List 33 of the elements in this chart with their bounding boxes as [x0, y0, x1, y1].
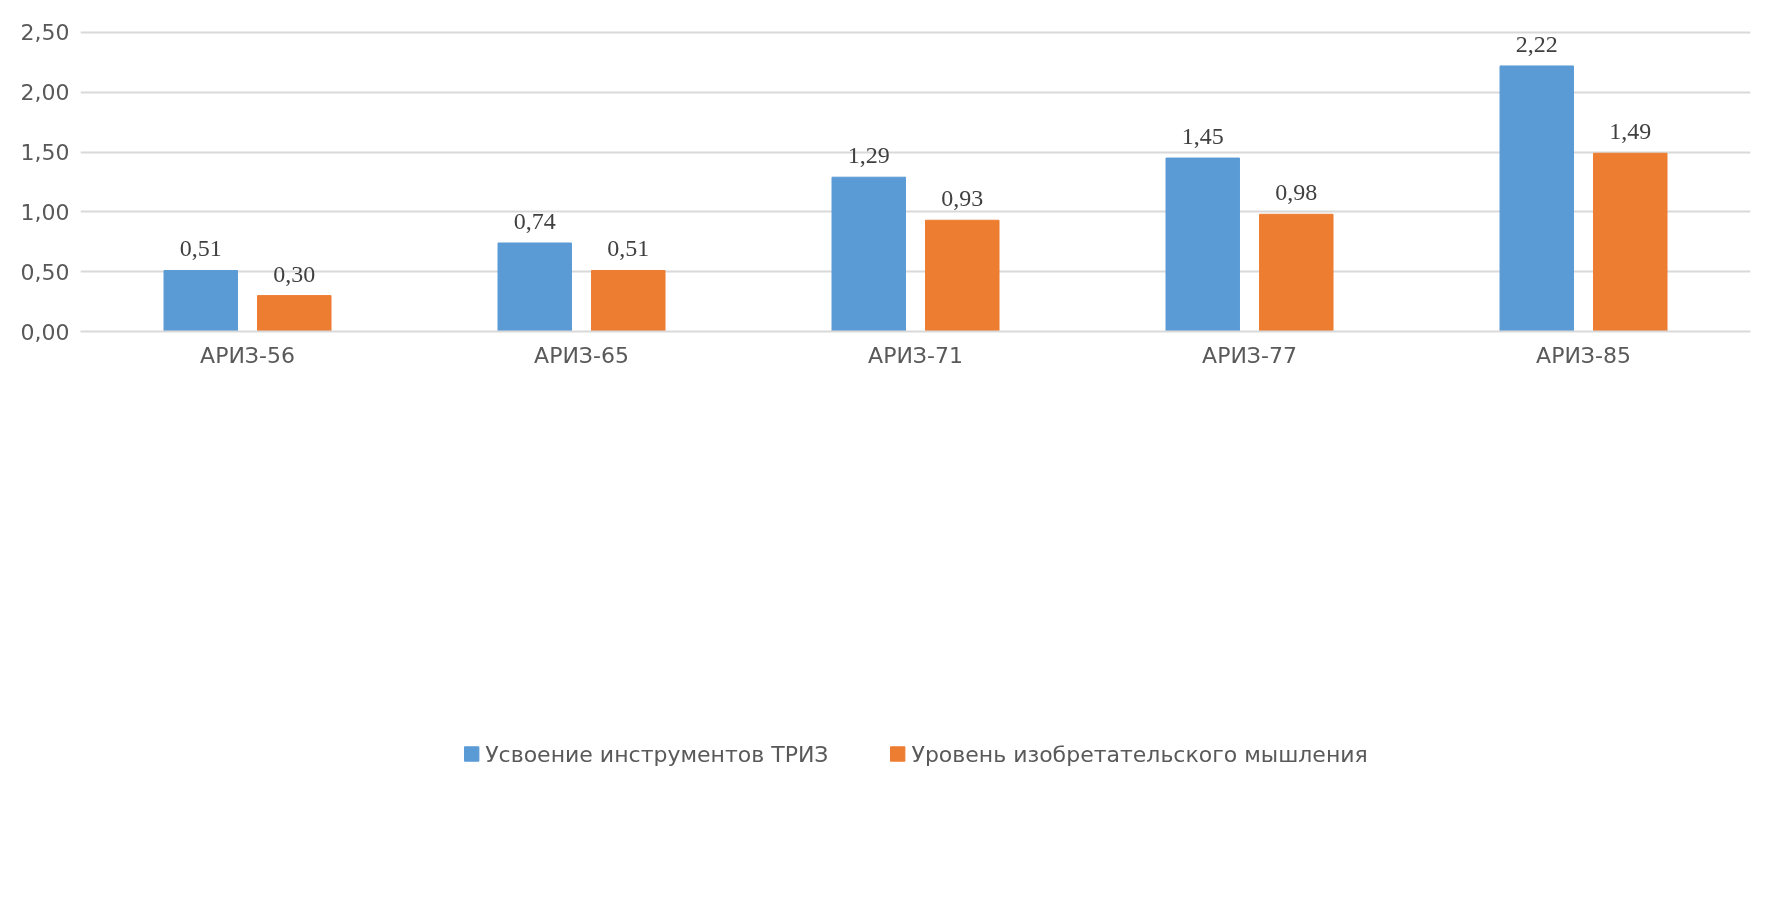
x-tick-label: АРИЗ-85	[1536, 342, 1631, 368]
data-label: 1,45	[1181, 123, 1224, 150]
x-tick-label: АРИЗ-56	[200, 342, 295, 368]
x-tick-label: АРИЗ-77	[1202, 342, 1297, 368]
data-label: 2,22	[1515, 30, 1558, 57]
y-tick-label: 1,00	[20, 199, 70, 225]
y-tick-label: 1,50	[20, 140, 70, 166]
data-label: 0,98	[1275, 179, 1318, 206]
bar	[1165, 157, 1240, 332]
bar	[591, 270, 666, 332]
x-tick-label: АРИЗ-71	[868, 342, 963, 368]
bar	[1499, 65, 1574, 332]
legend-label: Уровень изобретательского мышления	[911, 741, 1368, 767]
data-label: 0,74	[513, 207, 556, 234]
y-tick-label: 2,00	[20, 80, 70, 106]
bar	[925, 219, 1000, 332]
data-label: 0,93	[941, 185, 984, 212]
bar	[831, 176, 906, 332]
y-tick-label: 0,50	[20, 259, 70, 285]
y-tick-label: 2,50	[20, 20, 70, 46]
bar	[257, 295, 332, 332]
x-tick-label: АРИЗ-65	[534, 342, 629, 368]
legend-label: Усвоение инструментов ТРИЗ	[485, 741, 829, 767]
data-label: 0,30	[273, 260, 316, 287]
data-label: 1,49	[1609, 118, 1652, 145]
data-label: 0,51	[607, 235, 650, 262]
y-tick-label: 0,00	[20, 319, 70, 345]
bar	[1259, 213, 1334, 332]
bar	[163, 270, 238, 332]
bar	[1593, 152, 1668, 332]
data-label: 1,29	[847, 142, 890, 169]
bar	[497, 242, 572, 332]
data-label: 0,51	[179, 235, 222, 262]
